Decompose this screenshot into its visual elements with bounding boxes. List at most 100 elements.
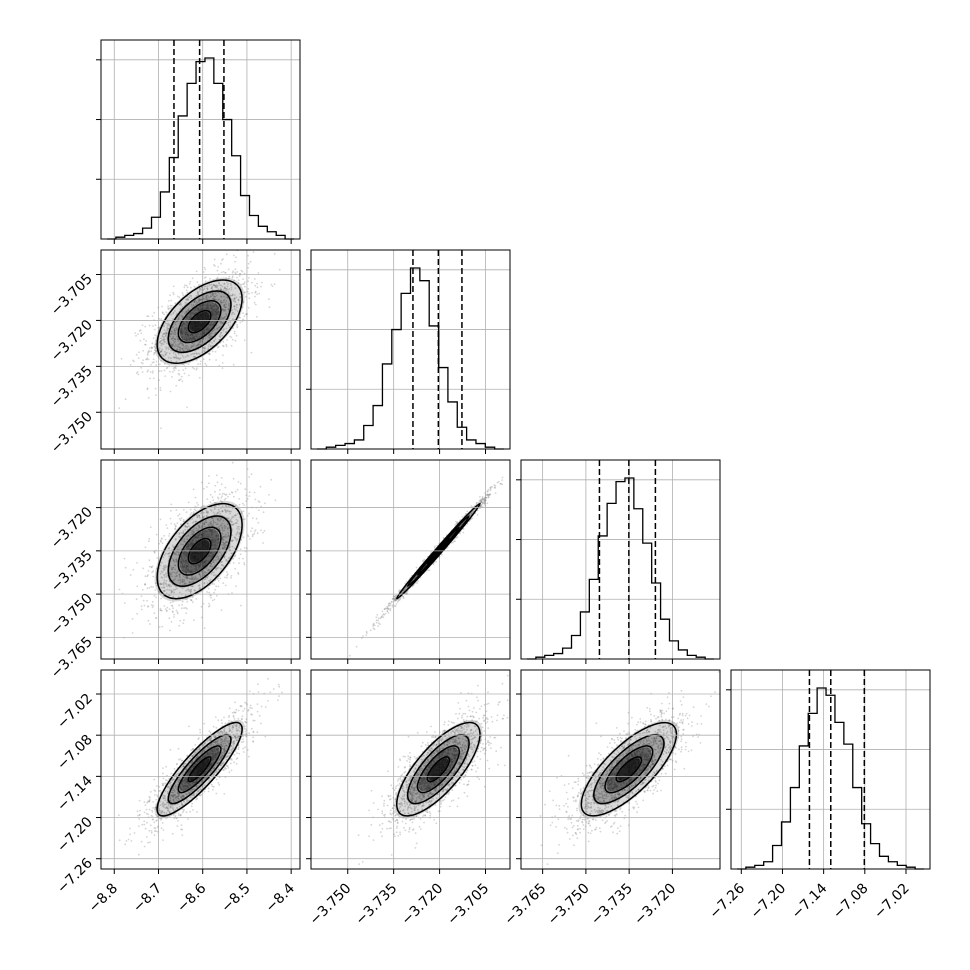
sample-point (386, 605, 389, 608)
sample-point (250, 530, 252, 532)
sample-point (196, 367, 198, 370)
sample-point (209, 529, 212, 532)
sample-point (198, 524, 200, 527)
sample-point (202, 517, 205, 519)
sample-point (185, 326, 187, 329)
sample-point (200, 343, 202, 346)
sample-point (187, 568, 189, 571)
sample-point (162, 312, 164, 314)
sample-point (180, 561, 183, 563)
sample-point (176, 522, 179, 524)
sample-point (186, 588, 189, 591)
sample-point (205, 514, 208, 517)
sample-point (185, 567, 188, 569)
sample-point (163, 590, 166, 592)
sample-point (158, 379, 160, 382)
sample-point (211, 565, 214, 568)
sample-point (205, 304, 208, 307)
sample-point (167, 307, 170, 310)
sample-point (202, 271, 205, 273)
sample-point (170, 349, 173, 352)
sample-point (224, 510, 227, 513)
sample-point (169, 601, 172, 604)
sample-point (223, 282, 226, 285)
sample-point (144, 583, 147, 585)
sample-point (231, 276, 234, 279)
sample-point (164, 353, 167, 356)
sample-point (483, 497, 486, 499)
sample-point (187, 568, 190, 570)
sample-point (185, 335, 187, 338)
sample-point (187, 534, 190, 537)
sample-point (229, 512, 231, 515)
sample-point (204, 560, 207, 563)
sample-point (483, 501, 486, 503)
sample-point (219, 551, 221, 553)
sample-point (253, 278, 256, 280)
sample-point (395, 599, 397, 602)
sample-point (231, 318, 234, 321)
sample-point (169, 370, 171, 373)
sample-point (391, 605, 394, 608)
sample-point (162, 338, 165, 341)
sample-point (201, 346, 204, 349)
sample-point (209, 528, 212, 530)
sample-point (194, 356, 196, 359)
sample-point (193, 531, 196, 534)
sample-point (223, 535, 225, 538)
sample-point (234, 514, 237, 517)
sample-point (209, 509, 212, 511)
sample-point (242, 312, 245, 315)
sample-point (230, 313, 233, 316)
sample-point (211, 308, 214, 311)
sample-point (231, 294, 234, 297)
sample-point (187, 363, 190, 365)
sample-point (159, 582, 162, 585)
sample-point (213, 321, 215, 324)
sample-point (210, 563, 213, 565)
sample-point (152, 325, 154, 327)
sample-point (189, 543, 192, 546)
sample-point (174, 340, 177, 343)
sample-point (140, 366, 143, 369)
sample-point (220, 524, 222, 527)
sample-point (198, 283, 200, 286)
sample-point (238, 531, 241, 534)
sample-point (270, 478, 273, 481)
sample-point (166, 565, 168, 568)
sample-point (170, 330, 173, 333)
sample-point (218, 338, 221, 341)
sample-point (195, 300, 198, 303)
sample-point (148, 559, 151, 562)
sample-point (170, 585, 173, 588)
sample-point (399, 597, 402, 600)
sample-point (216, 286, 218, 289)
sample-point (164, 608, 167, 610)
sample-point (479, 501, 482, 503)
sample-point (147, 605, 150, 607)
sample-point (197, 344, 199, 347)
sample-point (232, 477, 235, 480)
sample-point (174, 321, 177, 324)
sample-point (422, 560, 425, 563)
sample-point (190, 312, 193, 314)
sample-point (200, 533, 203, 536)
sample-point (142, 349, 145, 352)
sample-point (393, 605, 396, 607)
sample-point (403, 589, 406, 592)
sample-point (190, 512, 193, 514)
sample-point (189, 280, 192, 283)
sample-point (477, 501, 480, 504)
sample-point (174, 356, 176, 359)
sample-point (174, 572, 177, 575)
sample-point (221, 547, 224, 550)
sample-point (178, 532, 181, 534)
sample-point (206, 285, 209, 288)
sample-point (185, 329, 188, 331)
sample-point (226, 528, 229, 530)
sample-point (187, 563, 190, 566)
sample-point (162, 343, 165, 345)
sample-point (181, 338, 184, 341)
sample-point (487, 495, 490, 497)
sample-point (472, 510, 475, 512)
